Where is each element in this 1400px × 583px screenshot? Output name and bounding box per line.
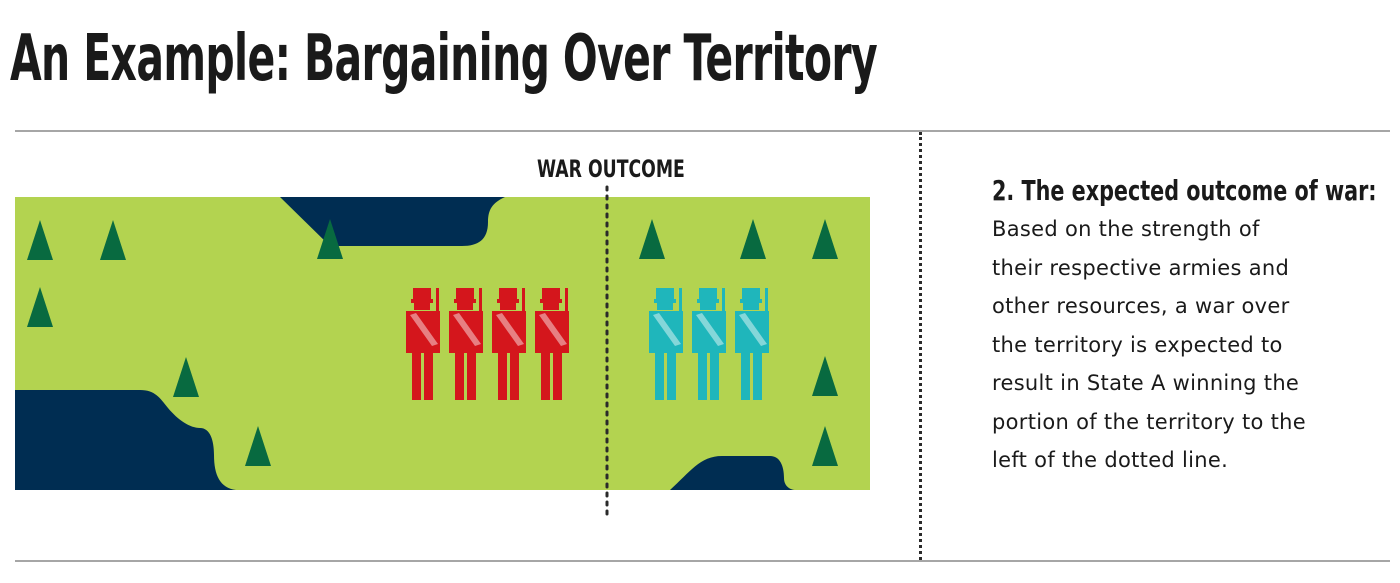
tree-icon <box>812 219 838 259</box>
step-body-line: the territory is expected to <box>992 332 1283 357</box>
step-body: Based on the strength of their respectiv… <box>992 210 1382 480</box>
tree-icon <box>100 220 126 260</box>
tree-icon <box>27 220 53 260</box>
step-body-line: left of the dotted line. <box>992 448 1229 472</box>
territory-diagram <box>15 185 870 522</box>
top-rule <box>15 130 1390 132</box>
step-body-line: result in State A winning the <box>992 371 1300 395</box>
explanation-panel: 2. The expected outcome of war: Based on… <box>992 172 1382 480</box>
tree-icon <box>317 219 343 259</box>
tree-icon <box>812 356 838 396</box>
tree-icon <box>27 287 53 327</box>
step-heading: 2. The expected outcome of war: <box>992 174 1377 207</box>
step-body-line: portion of the territory to the <box>992 409 1306 434</box>
tree-icon <box>740 219 766 259</box>
page-title: An Example: Bargaining Over Territory <box>10 22 878 96</box>
tree-icon <box>245 426 271 466</box>
war-outcome-label: WAR OUTCOME <box>537 155 685 183</box>
bottom-rule <box>15 560 1390 562</box>
tree-icon <box>812 426 838 466</box>
tree-icon <box>639 219 665 259</box>
water-bottom-right <box>670 456 796 490</box>
step-body-line: other resources, a war over <box>992 294 1290 318</box>
step-body-line: their respective armies and <box>992 255 1290 280</box>
water-bottom-left <box>15 390 236 490</box>
tree-icon <box>173 357 199 397</box>
panel-divider <box>919 132 922 560</box>
water-top <box>280 197 505 246</box>
step-body-line: Based on the strength of <box>992 217 1260 241</box>
